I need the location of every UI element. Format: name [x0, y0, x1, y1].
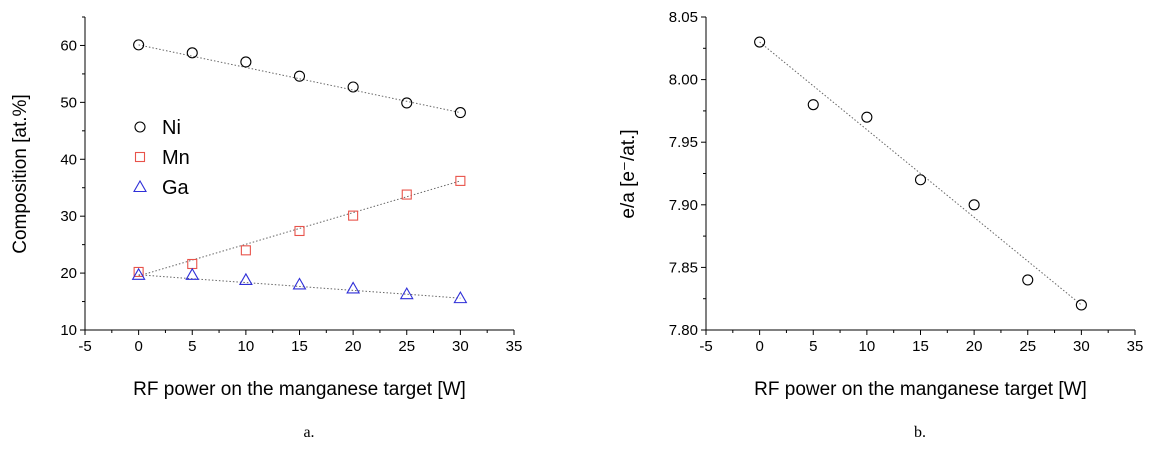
data-point-ga	[292, 277, 307, 290]
data-point-mn	[401, 189, 412, 200]
x-tick-label: 25	[398, 338, 415, 355]
x-tick-label: 25	[1019, 338, 1036, 355]
panel-caption: b.	[914, 424, 926, 441]
x-tick-label: 35	[1127, 338, 1144, 355]
y-tick-label: 7.90	[669, 197, 698, 214]
y-axis-label: e/a [e⁻/at.]	[618, 129, 639, 218]
data-point-ni	[133, 39, 145, 51]
x-tick-label: -5	[699, 338, 712, 355]
x-tick-label: 0	[755, 338, 763, 355]
data-point	[914, 174, 927, 186]
x-tick-label: 10	[859, 338, 876, 355]
x-tick-label: 30	[1073, 338, 1090, 355]
y-tick-label: 7.80	[669, 322, 698, 339]
x-tick-label: -5	[78, 338, 91, 355]
data-point-ga	[185, 267, 200, 280]
data-point-mn	[133, 266, 144, 278]
data-point	[1075, 299, 1087, 311]
legend-label-ga: Ga	[162, 177, 190, 199]
legend-label-mn: Mn	[162, 147, 190, 169]
data-point-ni	[401, 97, 413, 109]
data-point-ni	[454, 107, 466, 119]
data-point-mn	[455, 175, 466, 186]
data-point	[1022, 274, 1034, 286]
x-tick-label: 30	[452, 338, 469, 355]
y-axis-label: Composition [at.%]	[10, 94, 31, 253]
y-tick-label: 40	[60, 151, 77, 168]
data-point	[807, 99, 819, 111]
legend-marker-ga	[133, 179, 147, 193]
x-axis-label: RF power on the manganese target [W]	[754, 379, 1087, 400]
legend-marker-mn	[134, 151, 146, 163]
data-point-ga	[399, 287, 414, 300]
x-tick-label: 20	[345, 338, 362, 355]
y-tick-label: 8.00	[669, 72, 698, 89]
data-point-ni	[293, 70, 306, 82]
data-point-ga	[238, 272, 253, 285]
y-tick-label: 10	[60, 322, 77, 339]
x-tick-label: 10	[238, 338, 255, 355]
y-tick-label: 7.95	[669, 134, 698, 151]
data-point-ga	[346, 281, 361, 294]
chart-panel-b: -5 0 5 10 15 20 25 30 35 7.80 7.85 7.90 7.95 8.00 8.05…	[618, 9, 1143, 441]
x-tick-label: 5	[188, 338, 196, 355]
legend-label-ni: Ni	[162, 117, 181, 139]
x-tick-label: 15	[912, 338, 929, 355]
data-point-ni	[240, 56, 252, 68]
data-point	[968, 199, 980, 211]
data-point	[861, 111, 873, 123]
data-point-mn	[348, 210, 359, 221]
data-point-mn	[240, 245, 251, 256]
y-tick-label: 20	[60, 265, 77, 282]
data-point-ga	[453, 291, 468, 304]
legend-marker-ni	[134, 121, 146, 133]
y-tick-label: 50	[60, 94, 77, 111]
x-axis-label: RF power on the manganese target [W]	[133, 379, 466, 400]
y-tick-label: 60	[60, 37, 77, 54]
data-point-ni	[186, 47, 198, 59]
data-point-mn	[294, 225, 305, 237]
y-tick-label: 7.85	[669, 259, 698, 276]
x-tick-label: 20	[966, 338, 983, 355]
fit-line-ni	[138, 44, 461, 114]
panel-caption: a.	[303, 424, 314, 441]
y-tick-label: 8.05	[669, 9, 698, 26]
data-point-ga	[131, 267, 146, 280]
x-tick-label: 35	[506, 338, 523, 355]
data-point	[754, 36, 766, 48]
fit-line-ga	[138, 274, 461, 299]
fit-line	[759, 41, 1082, 306]
x-tick-label: 5	[809, 338, 817, 355]
y-tick-label: 30	[60, 208, 77, 225]
x-tick-label: 0	[134, 338, 142, 355]
data-point-ni	[347, 81, 359, 93]
x-tick-label: 15	[291, 338, 308, 355]
chart-panel-a: -5 0 5 10 15 20 25 30 35 10 20 30 40 50 60 RF power on …	[10, 16, 523, 441]
